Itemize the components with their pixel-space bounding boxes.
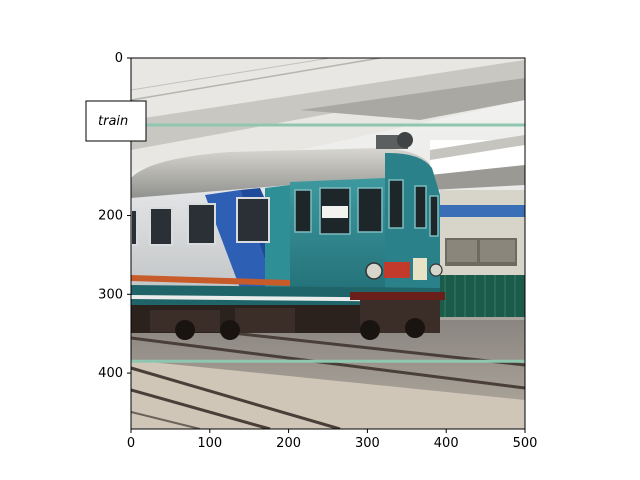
y-tick-label: 200 bbox=[98, 209, 123, 224]
axes-frame bbox=[130, 57, 526, 430]
train-photo bbox=[131, 58, 525, 429]
x-tick-label: 500 bbox=[513, 436, 538, 451]
annotation-label: train bbox=[85, 100, 147, 142]
x-axis-ticks: 0 100 200 300 400 500 bbox=[127, 429, 538, 451]
y-tick-label: 0 bbox=[115, 51, 123, 66]
x-tick-label: 0 bbox=[127, 436, 135, 451]
y-tick-label: 400 bbox=[98, 366, 123, 381]
annotation-label-box bbox=[85, 100, 147, 142]
train-bounding-box bbox=[131, 123, 525, 363]
y-tick-label: 300 bbox=[98, 287, 123, 302]
annotation-label-text: train bbox=[98, 114, 128, 129]
x-tick-label: 400 bbox=[434, 436, 459, 451]
x-tick-label: 100 bbox=[197, 436, 222, 451]
x-tick-label: 200 bbox=[276, 436, 301, 451]
x-tick-label: 300 bbox=[355, 436, 380, 451]
